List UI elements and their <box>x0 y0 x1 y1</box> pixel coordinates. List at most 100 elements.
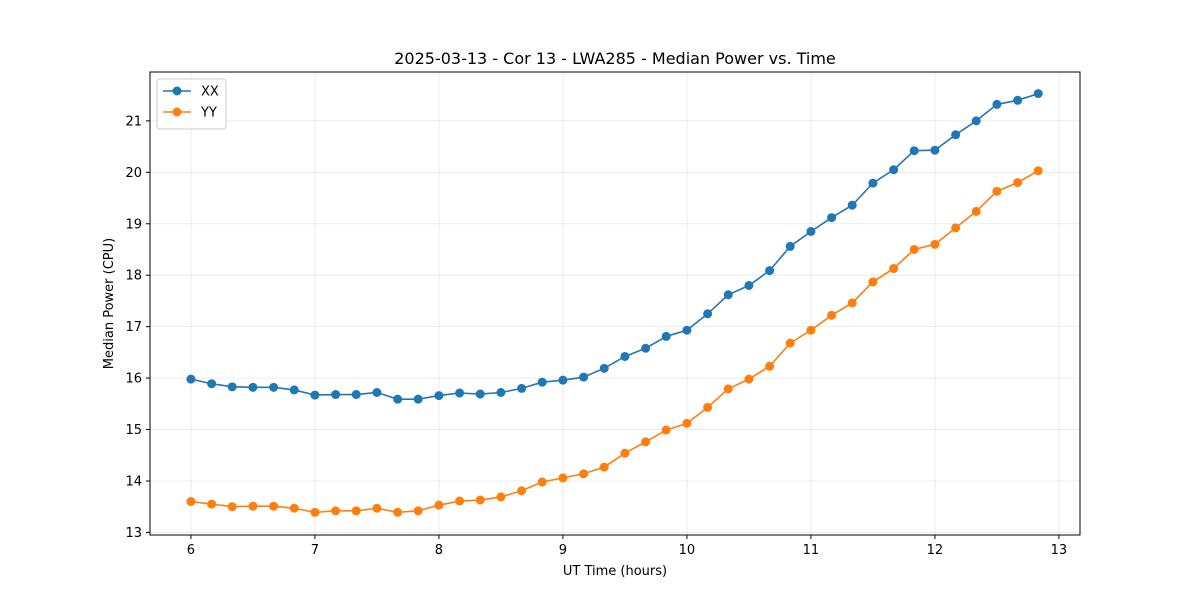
x-tick-label: 11 <box>803 543 820 558</box>
data-point-yy <box>723 384 733 394</box>
y-tick-label: 15 <box>125 423 142 438</box>
y-tick-label: 13 <box>125 526 142 541</box>
y-tick-label: 17 <box>125 320 142 335</box>
y-tick-label: 19 <box>125 217 142 232</box>
data-point-xx <box>269 382 279 392</box>
data-point-yy <box>868 277 878 287</box>
data-point-yy <box>207 499 217 509</box>
plot-frame <box>149 71 1081 536</box>
data-point-xx <box>599 363 609 373</box>
data-point-xx <box>971 116 981 126</box>
data-point-xx <box>661 331 671 341</box>
data-point-yy <box>517 486 527 496</box>
data-point-yy <box>269 501 279 511</box>
data-point-xx <box>620 351 630 361</box>
legend-item-xx: XX <box>163 85 219 100</box>
legend-label-xx: XX <box>201 85 219 100</box>
data-point-yy <box>455 496 465 506</box>
data-point-yy <box>661 425 671 435</box>
data-point-xx <box>1033 89 1043 99</box>
data-point-yy <box>909 244 919 254</box>
data-point-xx <box>455 388 465 398</box>
data-point-xx <box>765 266 775 276</box>
data-point-yy <box>393 507 403 517</box>
data-point-yy <box>620 448 630 458</box>
data-point-xx <box>847 200 857 210</box>
data-point-xx <box>744 280 754 290</box>
x-tick-label: 10 <box>679 543 696 558</box>
data-point-yy <box>765 361 775 371</box>
data-point-xx <box>517 383 527 393</box>
data-point-xx <box>310 390 320 400</box>
x-tick-label: 12 <box>927 543 944 558</box>
series-xx <box>186 89 1043 404</box>
data-point-xx <box>331 390 341 400</box>
data-point-yy <box>331 506 341 516</box>
data-point-xx <box>207 379 217 389</box>
data-point-yy <box>558 473 568 483</box>
legend-label-yy: YY <box>200 106 217 121</box>
x-tick-label: 7 <box>311 543 319 558</box>
data-point-xx <box>558 375 568 385</box>
data-point-xx <box>475 389 485 399</box>
data-point-xx <box>641 343 651 353</box>
data-point-xx <box>351 390 361 400</box>
data-point-xx <box>289 385 299 395</box>
data-point-xx <box>868 178 878 188</box>
legend-marker-yy <box>172 107 182 117</box>
y-tick-label: 16 <box>125 372 142 387</box>
data-point-yy <box>930 239 940 249</box>
y-tick-label: 14 <box>125 474 142 489</box>
y-axis-label: Median Power (CPU) <box>102 238 117 369</box>
data-point-xx <box>248 382 258 392</box>
axes: 6 7 8 9 10 11 12 13 13 14 15 16 17 18 19 20 21 <box>125 114 1067 558</box>
data-point-xx <box>785 241 795 251</box>
data-point-yy <box>682 418 692 428</box>
data-point-yy <box>289 503 299 513</box>
data-point-yy <box>951 223 961 233</box>
series-layer <box>186 89 1043 517</box>
data-point-yy <box>227 502 237 512</box>
data-point-xx <box>579 372 589 382</box>
x-tick-label: 9 <box>559 543 567 558</box>
data-point-yy <box>413 506 423 516</box>
data-point-yy <box>971 206 981 216</box>
data-point-xx <box>537 377 547 387</box>
y-tick-label: 21 <box>125 114 142 129</box>
data-point-xx <box>806 226 816 236</box>
data-point-xx <box>227 382 237 392</box>
data-point-yy <box>847 298 857 308</box>
data-point-xx <box>827 213 837 223</box>
data-point-xx <box>992 99 1002 109</box>
data-point-yy <box>785 338 795 348</box>
data-point-yy <box>186 497 196 507</box>
data-point-yy <box>537 477 547 487</box>
x-axis-label: UT Time (hours) <box>563 564 667 579</box>
data-point-yy <box>744 374 754 384</box>
data-point-yy <box>703 402 713 412</box>
data-point-yy <box>992 186 1002 196</box>
legend-item-yy: YY <box>163 106 217 121</box>
x-tick-label: 6 <box>187 543 195 558</box>
data-point-yy <box>310 507 320 517</box>
data-point-yy <box>889 264 899 274</box>
legend: XX YY <box>156 78 227 130</box>
data-point-xx <box>723 290 733 300</box>
data-point-yy <box>248 501 258 511</box>
data-point-yy <box>806 325 816 335</box>
y-tick-label: 20 <box>125 166 142 181</box>
series-yy <box>186 166 1043 517</box>
data-point-xx <box>186 374 196 384</box>
data-point-yy <box>579 469 589 479</box>
data-point-yy <box>641 437 651 447</box>
data-point-yy <box>1033 166 1043 176</box>
data-point-yy <box>434 500 444 510</box>
y-tick-label: 18 <box>125 269 142 284</box>
data-point-xx <box>1013 95 1023 105</box>
data-point-xx <box>703 309 713 319</box>
data-point-xx <box>889 165 899 175</box>
data-point-xx <box>909 146 919 156</box>
data-point-yy <box>1013 178 1023 188</box>
